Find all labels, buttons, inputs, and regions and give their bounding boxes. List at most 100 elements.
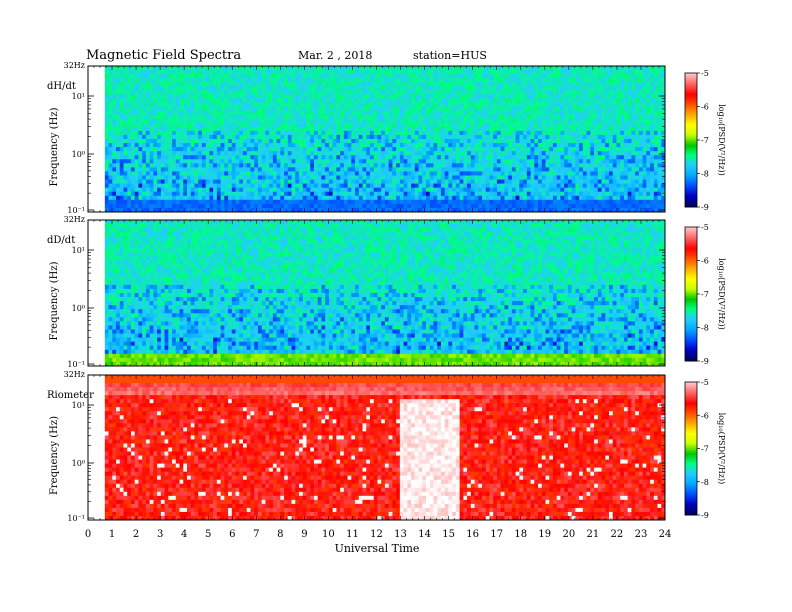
heatmap-cell (190, 183, 195, 189)
heatmap-cell (418, 122, 423, 128)
heatmap-cell (437, 139, 442, 144)
heatmap-cell (362, 171, 367, 176)
heatmap-cell (575, 187, 580, 193)
heatmap-cell (108, 159, 113, 164)
heatmap-cell (104, 151, 109, 156)
heatmap-cell (164, 114, 169, 120)
heatmap-cell (358, 102, 363, 107)
heatmap-cell (582, 175, 587, 180)
heatmap-cell (186, 134, 192, 140)
heatmap-cell (444, 163, 449, 168)
heatmap-cell (508, 82, 513, 87)
heatmap-cell (620, 155, 625, 160)
heatmap-cell (571, 171, 576, 176)
heatmap-cell (239, 114, 244, 120)
heatmap-cell (317, 90, 322, 95)
heatmap-cell (523, 175, 528, 180)
heatmap-cell (646, 163, 651, 168)
heatmap-cell (257, 195, 263, 201)
heatmap-cell (336, 167, 341, 172)
heatmap-cell (594, 167, 599, 172)
heatmap-cell (366, 82, 371, 87)
heatmap-cell (306, 183, 311, 189)
heatmap-cell (145, 66, 151, 71)
heatmap-cell (541, 94, 546, 99)
heatmap-cell (201, 134, 207, 140)
heatmap-cell (328, 147, 334, 152)
heatmap-cell (116, 139, 121, 144)
heatmap-cell (437, 66, 442, 71)
heatmap-cell (496, 82, 502, 87)
heatmap-cell (194, 191, 199, 197)
heatmap-cell (108, 195, 113, 201)
heatmap-cell (642, 163, 647, 168)
heatmap-cell (127, 82, 132, 87)
heatmap-cell (470, 82, 475, 87)
heatmap-cell (220, 163, 225, 168)
heatmap-cell (560, 147, 565, 152)
heatmap-cell (403, 70, 408, 75)
heatmap-cell (482, 114, 487, 120)
heatmap-cell (638, 118, 643, 124)
heatmap-cell (257, 187, 263, 193)
heatmap-cell (201, 199, 207, 205)
heatmap-cell (564, 151, 569, 156)
heatmap-cell (485, 102, 490, 107)
heatmap-cell (168, 183, 173, 189)
heatmap-cell (336, 163, 341, 168)
heatmap-cell (157, 82, 162, 87)
heatmap-cell (478, 159, 483, 164)
heatmap-cell (444, 167, 449, 172)
heatmap-cell (366, 94, 371, 99)
heatmap-cell (631, 82, 636, 87)
heatmap-cell (433, 155, 438, 160)
heatmap-cell (257, 78, 263, 83)
heatmap-cell (623, 90, 629, 95)
heatmap-cell (485, 147, 490, 152)
heatmap-cell (474, 74, 479, 79)
heatmap-cell (340, 187, 345, 193)
heatmap-cell (373, 179, 378, 185)
heatmap-cell (653, 134, 658, 140)
heatmap-cell (317, 155, 322, 160)
heatmap-cell (355, 82, 360, 87)
heatmap-cell (608, 126, 614, 132)
heatmap-cell (134, 118, 139, 124)
heatmap-cell (440, 126, 446, 132)
heatmap-cell (194, 151, 199, 156)
heatmap-cell (392, 171, 397, 176)
heatmap-cell (134, 78, 139, 83)
heatmap-cell (377, 171, 382, 176)
heatmap-cell (549, 175, 554, 180)
heatmap-cell (130, 86, 136, 91)
heatmap-cell (246, 90, 251, 95)
heatmap-cell (519, 151, 524, 156)
heatmap-cell (590, 171, 595, 176)
heatmap-cell (407, 183, 412, 189)
heatmap-cell (130, 102, 136, 107)
heatmap-cell (590, 78, 595, 83)
heatmap-cell (631, 171, 636, 176)
heatmap-cell (130, 134, 136, 140)
heatmap-cell (351, 110, 356, 116)
heatmap-cell (590, 191, 595, 197)
heatmap-cell (474, 102, 479, 107)
heatmap-cell (396, 114, 401, 120)
heatmap-cell (239, 159, 244, 164)
heatmap-cell (545, 122, 550, 128)
heatmap-cell (392, 78, 397, 83)
heatmap-cell (190, 167, 195, 172)
heatmap-cell (112, 66, 117, 71)
heatmap-cell (213, 187, 218, 193)
heatmap-cell (440, 110, 446, 116)
heatmap-cell (224, 86, 229, 91)
heatmap-cell (355, 122, 360, 128)
heatmap-cell (119, 143, 124, 148)
heatmap-cell (538, 195, 543, 201)
heatmap-cell (123, 102, 128, 107)
heatmap-cell (560, 98, 565, 103)
heatmap-cell (358, 147, 363, 152)
heatmap-cell (530, 155, 535, 160)
heatmap-cell (586, 139, 591, 144)
heatmap-cell (134, 191, 139, 197)
